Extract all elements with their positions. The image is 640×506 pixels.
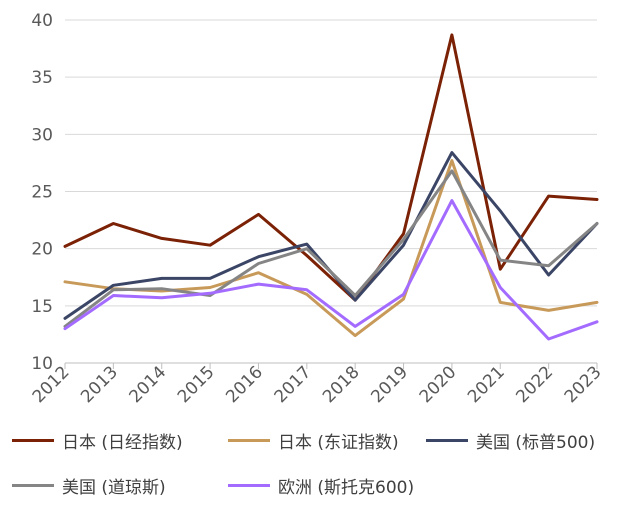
x-tick-label: 2018 [319,362,364,407]
legend-swatch [12,438,54,442]
legend-item: 日本 (日经指数) [12,428,183,453]
series-line [63,151,599,320]
y-tick-label: 15 [31,297,53,317]
legend-item: 日本 (东证指数) [228,428,399,453]
x-tick-label: 2023 [561,362,606,407]
y-axis-ticks: 10 15 20 25 30 35 40 [31,11,53,374]
x-tick-label: 2020 [416,362,461,407]
legend-item: 美国 (道琼斯) [12,473,166,498]
legend-item: 美国 (标普500) [426,428,596,453]
gridlines [65,19,597,364]
x-tick-label: 2014 [126,362,171,407]
legend-swatch [426,438,468,442]
legend-swatch [12,483,54,487]
legend-swatch [228,483,270,487]
y-tick-label: 30 [31,125,53,145]
legend-swatch [228,438,270,442]
x-tick-label: 2021 [464,362,509,407]
series-line [63,169,599,328]
legend-label: 欧洲 (斯托克600) [278,477,415,498]
legend-label: 美国 (标普500) [476,432,596,453]
legend: 日本 (日经指数) 日本 (东证指数) 美国 (标普500) 美国 (道琼斯) 欧洲 (… [0,420,640,506]
y-tick-label: 40 [31,11,53,31]
y-tick-label: 20 [31,240,53,260]
y-tick-label: 10 [31,354,53,374]
line-chart: 10 15 20 25 30 35 40 2012 2013 2014 2015 2016 2017 2… [29,11,606,407]
x-axis-ticks: 2012 2013 2014 2015 2016 2017 2018 2019 2020 2021… [29,362,606,407]
legend-label: 日本 (东证指数) [278,432,399,453]
x-tick-label: 2022 [512,362,557,407]
y-tick-label: 35 [31,68,53,88]
legend-label: 日本 (日经指数) [62,432,183,453]
legend-label: 美国 (道琼斯) [62,477,166,498]
x-tick-label: 2013 [77,362,122,407]
series-lines [63,33,599,341]
legend-item: 欧洲 (斯托克600) [228,473,415,498]
x-tick-label: 2017 [271,362,316,407]
series-line [63,199,599,341]
y-tick-label: 25 [31,183,53,203]
series-line [63,159,599,338]
x-tick-label: 2016 [222,362,267,407]
series-line [63,33,599,302]
x-tick-label: 2019 [367,362,412,407]
x-tick-label: 2015 [174,362,219,407]
